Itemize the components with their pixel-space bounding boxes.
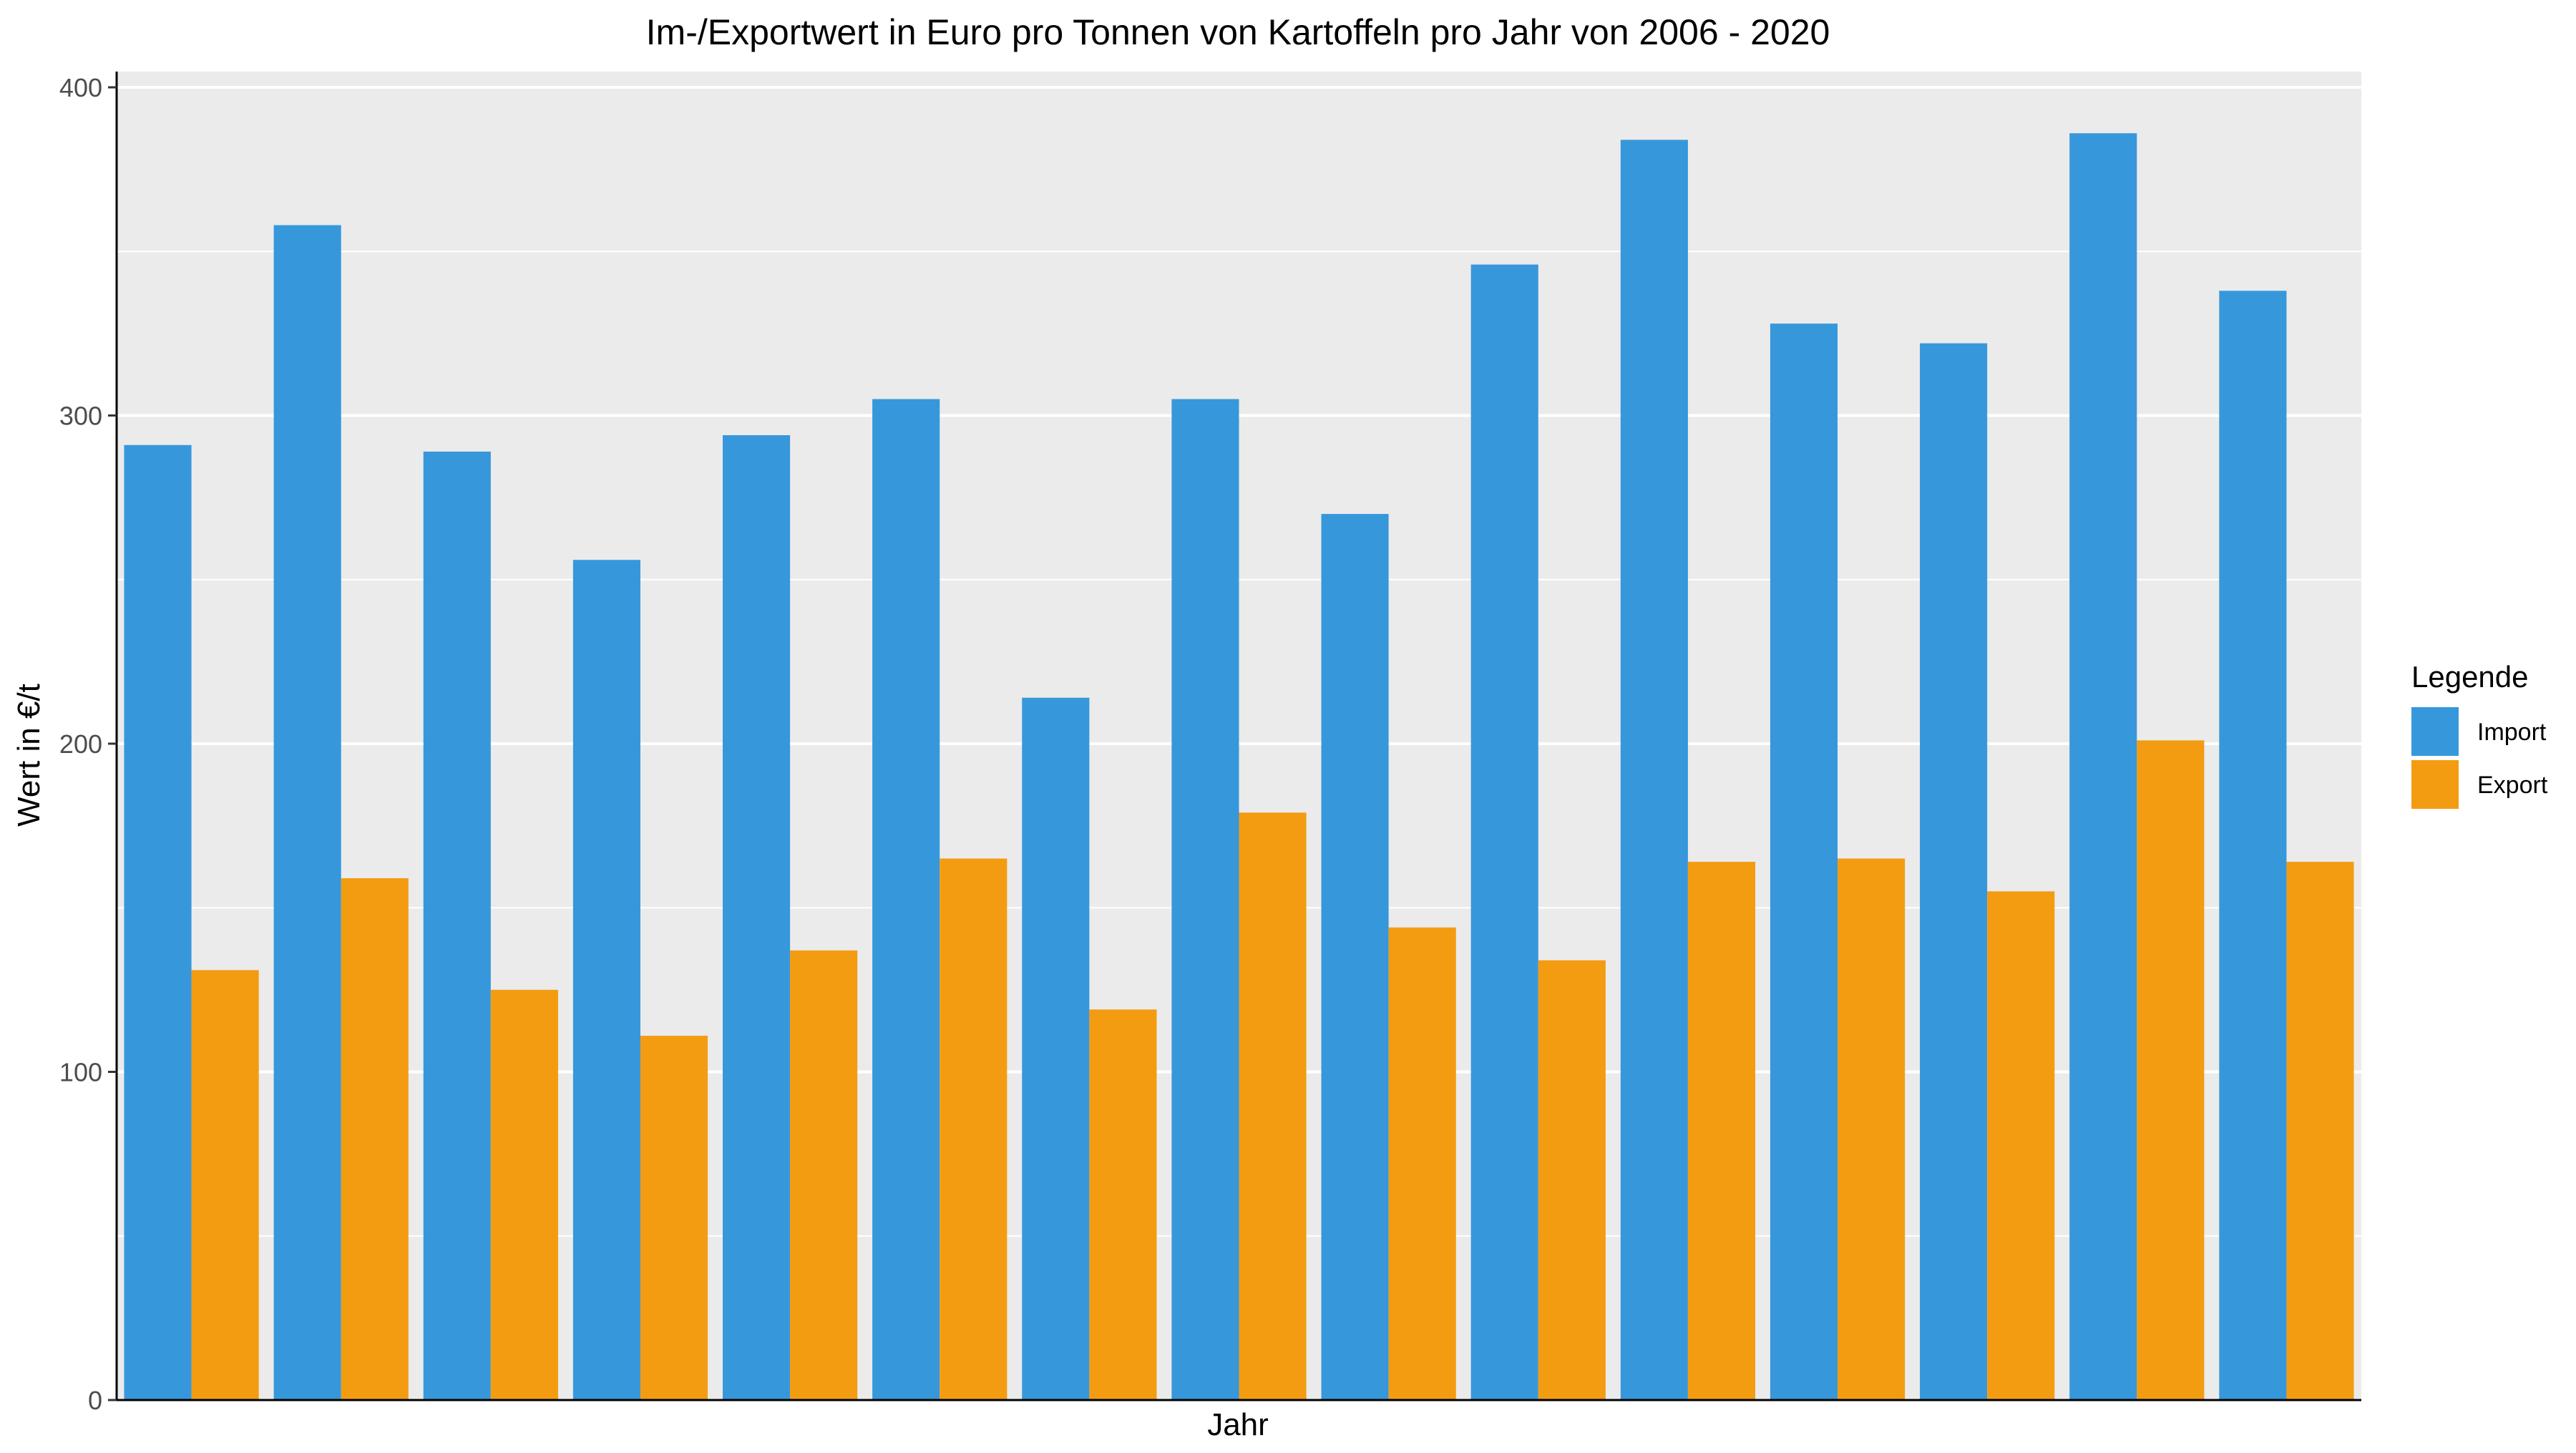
bar-export-9 bbox=[1388, 927, 1456, 1400]
legend-title: Legende bbox=[2411, 660, 2529, 694]
bar-export-13 bbox=[1987, 891, 2055, 1400]
bar-import-5 bbox=[722, 435, 791, 1400]
y-tick-label: 0 bbox=[88, 1386, 102, 1415]
bar-import-1 bbox=[124, 444, 192, 1400]
bar-export-3 bbox=[490, 989, 558, 1400]
bar-export-12 bbox=[1838, 858, 1906, 1400]
bar-import-10 bbox=[1470, 264, 1538, 1401]
chart-title: Im-/Exportwert in Euro pro Tonnen von Ka… bbox=[646, 12, 1830, 52]
bar-import-3 bbox=[423, 451, 491, 1400]
legend: Legende Import Export bbox=[2411, 660, 2548, 809]
y-tick-label: 300 bbox=[59, 402, 102, 431]
y-tick-label: 100 bbox=[59, 1058, 102, 1087]
bar-import-13 bbox=[1920, 343, 1988, 1400]
bar-export-14 bbox=[2137, 740, 2205, 1400]
bar-export-7 bbox=[1089, 1009, 1157, 1400]
legend-key-import bbox=[2411, 707, 2459, 756]
bar-import-11 bbox=[1620, 140, 1688, 1401]
bar-import-8 bbox=[1171, 399, 1239, 1401]
bar-export-1 bbox=[191, 970, 259, 1400]
bar-export-8 bbox=[1239, 812, 1307, 1400]
legend-label-import: Import bbox=[2477, 719, 2547, 746]
bar-import-2 bbox=[273, 225, 341, 1400]
bar-export-15 bbox=[2286, 862, 2354, 1400]
bar-import-4 bbox=[572, 560, 640, 1400]
legend-key-export bbox=[2411, 760, 2459, 809]
bar-export-11 bbox=[1687, 862, 1756, 1400]
bar-export-2 bbox=[341, 878, 409, 1400]
bar-export-5 bbox=[790, 950, 858, 1400]
x-axis-label: Jahr bbox=[1207, 1407, 1269, 1442]
bar-import-14 bbox=[2069, 133, 2137, 1401]
legend-label-export: Export bbox=[2477, 772, 2548, 799]
axes bbox=[115, 72, 2361, 1401]
bar-import-12 bbox=[1770, 324, 1838, 1400]
bars bbox=[124, 133, 2354, 1401]
bar-import-6 bbox=[872, 399, 940, 1401]
bar-export-10 bbox=[1538, 960, 1606, 1400]
bar-export-6 bbox=[940, 858, 1008, 1400]
y-tick-label: 200 bbox=[59, 729, 102, 759]
bar-import-9 bbox=[1321, 514, 1389, 1400]
bar-import-15 bbox=[2219, 291, 2287, 1400]
y-tick-label: 400 bbox=[59, 73, 102, 102]
y-axis-label: Wert in €/t bbox=[11, 684, 47, 827]
bar-export-4 bbox=[640, 1036, 708, 1400]
bar-import-7 bbox=[1022, 697, 1090, 1400]
y-ticks: 0 100 200 300 400 bbox=[59, 73, 117, 1415]
